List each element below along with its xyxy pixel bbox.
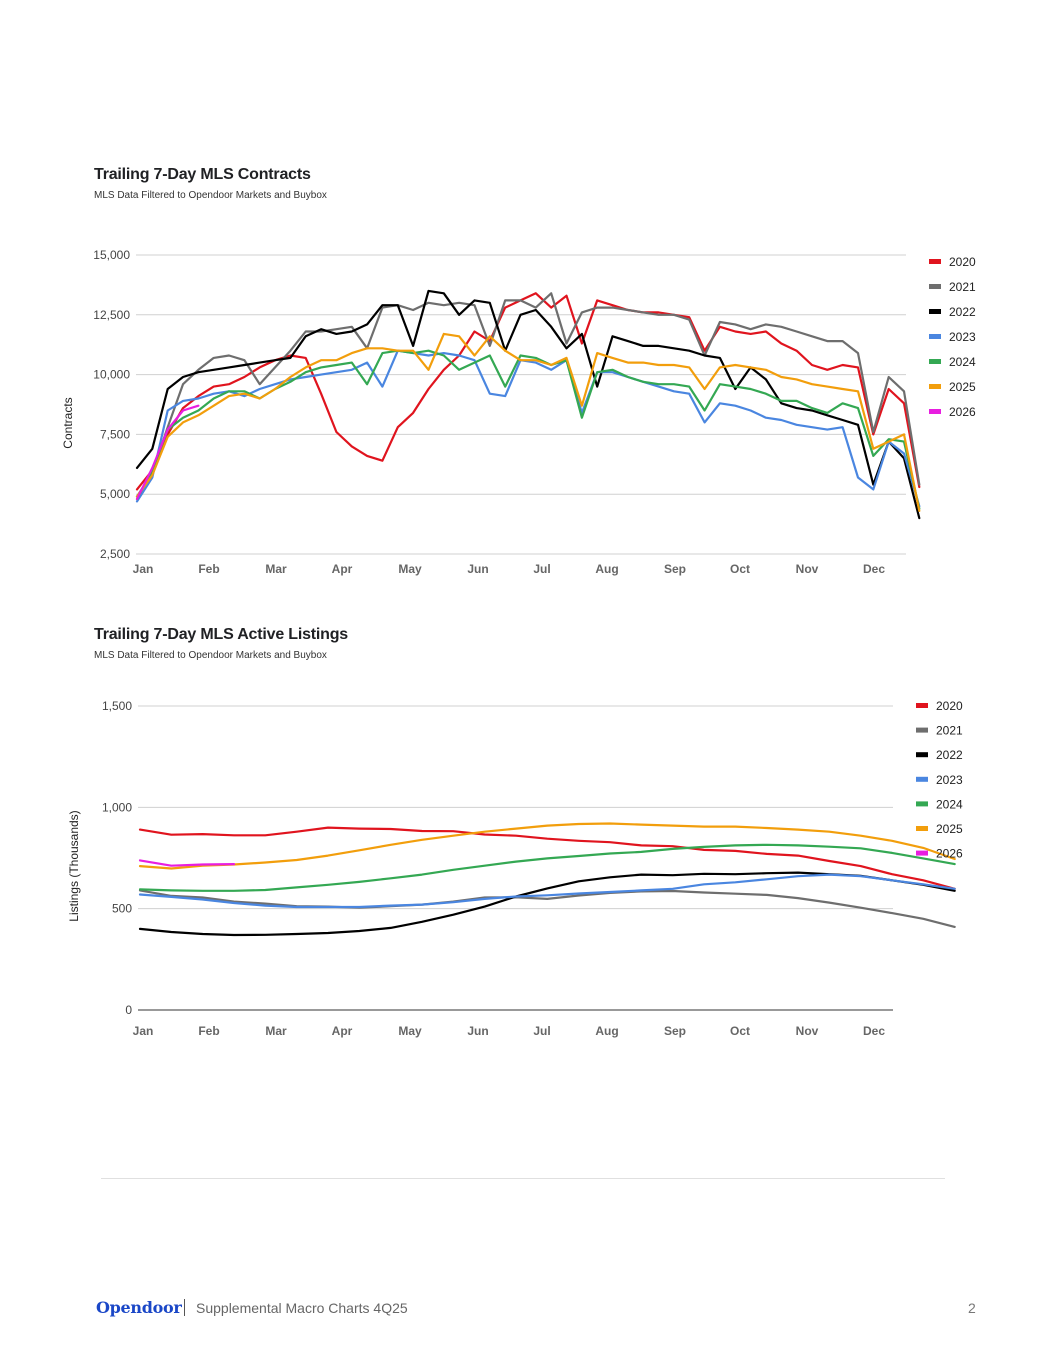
series-line-2025 — [135, 332, 921, 512]
footer-separator — [184, 1299, 185, 1316]
legend-swatch-2023 — [916, 776, 928, 782]
legend-swatch-2024 — [916, 801, 928, 807]
legend-swatch-2022 — [916, 752, 928, 758]
y-tick-label: 2,500 — [100, 547, 130, 561]
x-tick-label: Feb — [198, 1024, 219, 1038]
legend-label: 2021 — [936, 724, 963, 738]
series-line-2020 — [135, 292, 921, 491]
series-line-2026 — [138, 859, 236, 867]
x-tick-label: Mar — [265, 562, 287, 576]
x-tick-label: May — [398, 562, 422, 576]
legend-swatch-2024 — [929, 359, 941, 364]
legend-label: 2020 — [936, 699, 963, 713]
contracts-line-chart: 2,500 5,000 7,500 10,000 12,500 15,000 Jan Feb M… — [61, 248, 976, 576]
legend-label: 2021 — [949, 280, 976, 294]
series-line-2025 — [138, 822, 956, 870]
x-tick-label: Apr — [332, 1024, 353, 1038]
footer-brand-logo: Opendoor — [96, 1298, 182, 1317]
x-tick-label: Dec — [863, 562, 885, 576]
y-tick-label: 1,500 — [102, 699, 132, 713]
x-tick-label: Nov — [796, 1024, 819, 1038]
chart-subtitle-listings: MLS Data Filtered to Opendoor Markets an… — [94, 650, 327, 661]
legend-label: 2023 — [949, 330, 976, 344]
x-tick-label: Sep — [664, 562, 686, 576]
legend-label: 2020 — [949, 255, 976, 269]
x-tick-label: May — [398, 1024, 422, 1038]
x-tick-label: Jan — [133, 562, 154, 576]
x-tick-label: Jan — [133, 1024, 154, 1038]
footer-divider — [101, 1178, 945, 1179]
active-listings-line-chart: 0 500 1,000 1,500 Jan Feb Mar Apr May Jun Jul Aug Se… — [67, 699, 963, 1038]
x-tick-label: Jun — [467, 1024, 488, 1038]
chart-title-contracts: Trailing 7-Day MLS Contracts — [94, 166, 311, 183]
series-line-2024 — [138, 843, 956, 892]
chart-subtitle-contracts: MLS Data Filtered to Opendoor Markets an… — [94, 190, 327, 201]
y-tick-label: 15,000 — [93, 248, 130, 262]
series-line-2023 — [138, 873, 956, 909]
legend-swatch-2025 — [916, 826, 928, 831]
legend-label: 2022 — [936, 748, 963, 762]
series-line-2021 — [135, 292, 921, 498]
legend-label: 2023 — [936, 773, 963, 787]
y-axis-title: Contracts — [61, 397, 75, 448]
x-tick-label: Jun — [467, 562, 488, 576]
x-tick-label: Feb — [198, 562, 219, 576]
legend-label: 2024 — [936, 797, 963, 811]
legend-label: 2026 — [949, 405, 976, 419]
footer-document-title: Supplemental Macro Charts 4Q25 — [196, 1300, 408, 1316]
legend-swatch-2021 — [916, 727, 928, 733]
x-tick-label: Jul — [533, 562, 550, 576]
page-number: 2 — [968, 1300, 976, 1316]
legend-swatch-2026 — [916, 850, 928, 856]
legend-swatch-2025 — [929, 384, 941, 389]
y-tick-label: 7,500 — [100, 427, 130, 441]
x-tick-label: Sep — [664, 1024, 686, 1038]
y-tick-label: 10,000 — [93, 368, 130, 382]
series-line-2021 — [138, 889, 956, 929]
y-axis-title: Listings (Thousands) — [67, 810, 81, 921]
legend-label: 2025 — [949, 380, 976, 394]
x-tick-label: Jul — [533, 1024, 550, 1038]
chart-title-listings: Trailing 7-Day MLS Active Listings — [94, 626, 348, 643]
x-tick-label: Aug — [595, 1024, 618, 1038]
x-tick-label: Nov — [796, 562, 819, 576]
legend-swatch-2020 — [916, 703, 928, 708]
legend-swatch-2022 — [929, 309, 941, 314]
x-tick-label: Dec — [863, 1024, 885, 1038]
legend-label: 2022 — [949, 305, 976, 319]
series-line-2026 — [135, 404, 200, 501]
legend-swatch-2026 — [929, 409, 941, 414]
x-tick-label: Oct — [730, 562, 750, 576]
legend-label: 2024 — [949, 355, 976, 369]
series-line-2020 — [138, 826, 956, 890]
y-tick-label: 500 — [112, 902, 132, 916]
y-tick-label: 5,000 — [100, 487, 130, 501]
legend-label: 2026 — [936, 847, 963, 861]
x-tick-label: Apr — [332, 562, 353, 576]
series-line-2023 — [135, 349, 921, 508]
x-tick-label: Mar — [265, 1024, 287, 1038]
y-tick-label: 12,500 — [93, 308, 130, 322]
legend-swatch-2020 — [929, 259, 941, 264]
x-tick-label: Aug — [595, 562, 618, 576]
y-tick-label: 0 — [125, 1003, 132, 1017]
series-line-2022 — [135, 289, 921, 520]
series-line-2022 — [138, 871, 956, 937]
x-tick-label: Oct — [730, 1024, 750, 1038]
y-tick-label: 1,000 — [102, 800, 132, 814]
legend-swatch-2023 — [929, 334, 941, 339]
legend-swatch-2021 — [929, 284, 941, 289]
legend-label: 2025 — [936, 822, 963, 836]
